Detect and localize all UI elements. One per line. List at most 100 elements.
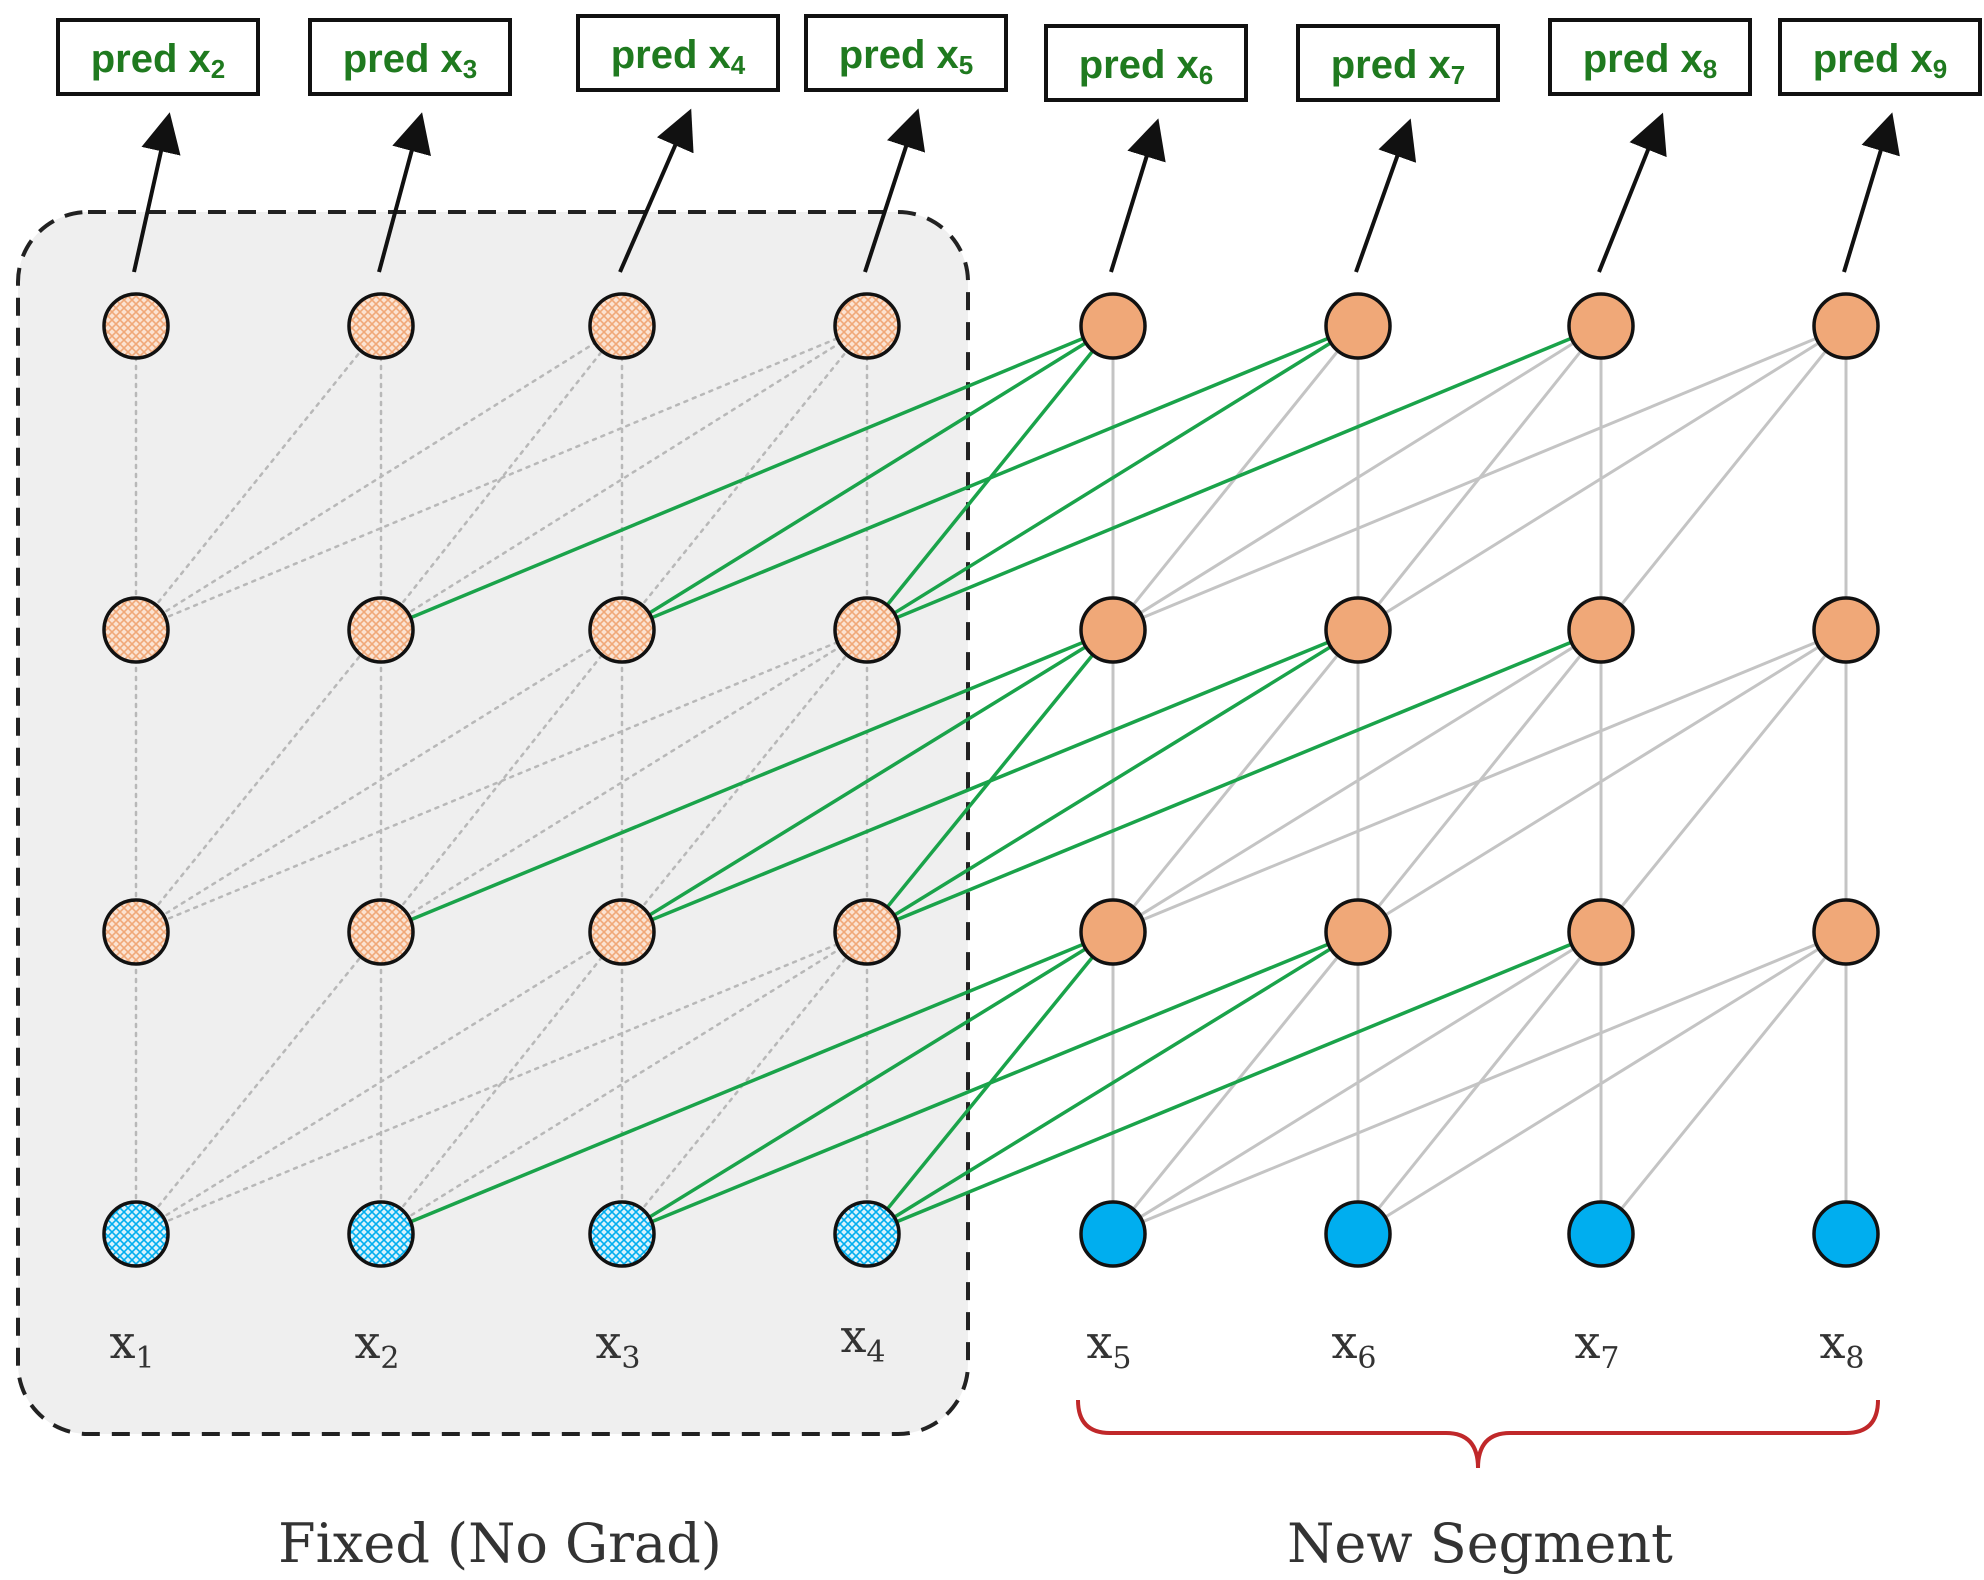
- input-label: x5: [1086, 1315, 1131, 1376]
- input-label-sub: 6: [1357, 1341, 1376, 1376]
- edge-cross: [621, 628, 1114, 934]
- prediction-label-prefix: pred x: [91, 37, 211, 81]
- edge-fixed: [620, 628, 869, 934]
- input-label-base: x: [595, 1315, 621, 1369]
- hidden-node: [1079, 292, 1147, 360]
- hidden-node: [833, 292, 901, 360]
- edge-new: [1357, 628, 1847, 934]
- edge-fixed: [134, 628, 869, 934]
- input-node: [102, 1200, 170, 1268]
- input-label: x8: [1819, 1315, 1864, 1376]
- prediction-box-frame: [1044, 24, 1248, 102]
- input-label-base: x: [1086, 1315, 1112, 1369]
- prediction-arrow: [377, 112, 431, 273]
- prediction-arrow: [1597, 112, 1667, 273]
- hidden-node: [1567, 596, 1635, 664]
- prediction-box: pred x5: [804, 14, 1008, 92]
- prediction-box: pred x3: [308, 18, 512, 96]
- prediction-label: pred x4: [611, 33, 746, 80]
- input-label-sub: 8: [1845, 1341, 1864, 1376]
- hidden-node: [1812, 898, 1880, 966]
- fixed-caption: Fixed (No Grad): [278, 1512, 722, 1575]
- prediction-box-frame: [56, 18, 260, 96]
- input-label-base: x: [354, 1315, 380, 1369]
- prediction-label: pred x9: [1813, 37, 1948, 84]
- prediction-label-prefix: pred x: [611, 33, 731, 77]
- edge-fixed: [379, 324, 624, 632]
- edge-new: [1112, 628, 1602, 934]
- prediction-label-sub: 2: [211, 54, 225, 84]
- prediction-arrow: [1109, 118, 1166, 273]
- input-label-base: x: [1331, 1315, 1357, 1369]
- edge-cross: [621, 324, 1359, 632]
- prediction-arrow: [863, 108, 926, 273]
- cross-segment-edges: [380, 324, 1602, 1236]
- prediction-box-frame: [804, 14, 1008, 92]
- hidden-node: [588, 898, 656, 966]
- edge-new: [1599, 629, 1848, 933]
- hidden-node: [347, 596, 415, 664]
- prediction-box-frame: [308, 18, 512, 96]
- prediction-box-frame: [576, 14, 780, 92]
- hidden-node: [1324, 898, 1392, 966]
- input-node: [833, 1200, 901, 1268]
- hidden-node: [1567, 898, 1635, 966]
- input-node: [347, 1200, 415, 1268]
- prediction-boxes: pred x2 pred x3 pred x4 pred x5 pred x6 pred …: [56, 14, 1982, 102]
- prediction-box: pred x4: [576, 14, 780, 92]
- edge-new: [1599, 931, 1848, 1235]
- edge-cross: [866, 930, 1602, 1236]
- prediction-box: pred x7: [1296, 24, 1500, 102]
- input-label-base: x: [1819, 1315, 1845, 1369]
- hidden-node: [102, 292, 170, 360]
- prediction-label-prefix: pred x: [1331, 43, 1451, 87]
- input-label: x1: [109, 1315, 154, 1376]
- edge-fixed: [134, 930, 624, 1236]
- prediction-label-prefix: pred x: [839, 33, 959, 77]
- prediction-label: pred x3: [343, 37, 478, 84]
- new-segment-caption: New Segment: [1287, 1512, 1673, 1575]
- new-segment-edges: [1111, 324, 1848, 1236]
- hidden-node: [588, 596, 656, 664]
- prediction-label: pred x8: [1583, 37, 1718, 84]
- input-label-base: x: [1574, 1315, 1600, 1369]
- prediction-box: pred x9: [1778, 18, 1982, 96]
- edge-new: [1357, 930, 1847, 1236]
- edge-cross: [866, 324, 1602, 632]
- input-label: x4: [840, 1309, 885, 1370]
- prediction-label: pred x2: [91, 37, 226, 84]
- edge-new: [1112, 930, 1602, 1236]
- prediction-label-sub: 4: [731, 50, 746, 80]
- new-segment-brace: [1076, 1399, 1880, 1469]
- input-label-base: x: [840, 1309, 866, 1363]
- edge-cross: [866, 930, 1359, 1236]
- prediction-label-sub: 7: [1451, 60, 1465, 90]
- edge-new: [1112, 628, 1847, 934]
- edge-fixed: [134, 930, 869, 1236]
- prediction-label-sub: 5: [959, 50, 973, 80]
- prediction-label-prefix: pred x: [1583, 37, 1703, 81]
- hidden-node: [102, 898, 170, 966]
- hidden-node: [347, 292, 415, 360]
- prediction-arrow: [132, 112, 181, 273]
- hidden-node: [833, 898, 901, 966]
- edge-cross: [621, 324, 1114, 632]
- prediction-label-sub: 9: [1933, 54, 1947, 84]
- prediction-label-prefix: pred x: [1813, 37, 1933, 81]
- edge-fixed: [134, 324, 624, 632]
- prediction-box-frame: [1548, 18, 1752, 96]
- prediction-label-sub: 8: [1703, 54, 1717, 84]
- edge-cross: [866, 628, 1602, 934]
- input-label: x2: [354, 1315, 399, 1376]
- input-label-base: x: [109, 1315, 135, 1369]
- input-node: [1567, 1200, 1635, 1268]
- prediction-arrow: [1842, 112, 1900, 273]
- input-label-sub: 7: [1600, 1341, 1619, 1376]
- edge-fixed: [620, 324, 869, 632]
- prediction-label-prefix: pred x: [1079, 43, 1199, 87]
- prediction-box: pred x2: [56, 18, 260, 96]
- input-label-sub: 4: [866, 1335, 885, 1370]
- prediction-label-sub: 6: [1199, 60, 1213, 90]
- hidden-node: [1812, 596, 1880, 664]
- hidden-node: [1567, 292, 1635, 360]
